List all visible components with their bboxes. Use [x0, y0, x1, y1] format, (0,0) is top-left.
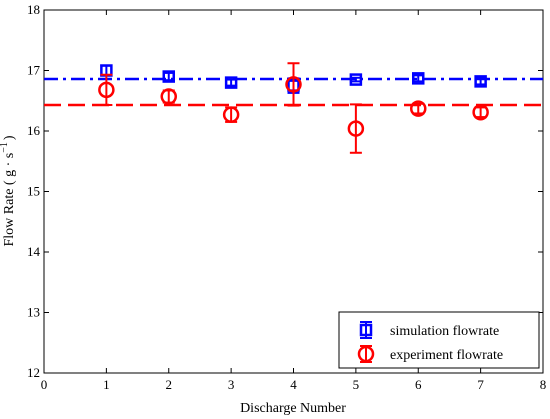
- legend-label: experiment flowrate: [390, 348, 503, 363]
- legend-label: simulation flowrate: [390, 324, 499, 339]
- x-axis-label: Discharge Number: [240, 401, 346, 416]
- legend-circle-marker: [357, 345, 375, 363]
- series-2-point: [285, 62, 302, 107]
- x-tick-label: 4: [290, 377, 297, 392]
- y-tick-label: 18: [27, 2, 40, 17]
- y-axis-label-exponent: −1: [0, 142, 10, 153]
- y-tick-label: 12: [27, 365, 40, 380]
- y-axis-label-close: ): [2, 135, 17, 140]
- series-1-square-marker: [224, 76, 238, 89]
- series-2-circle-marker: [98, 81, 115, 99]
- series-1-square-marker: [412, 72, 425, 85]
- series-2-circle-marker: [222, 106, 240, 123]
- x-tick-label: 1: [103, 377, 110, 392]
- y-tick-label: 13: [27, 305, 40, 320]
- legend: simulation flowrate experiment flowrate: [338, 311, 540, 369]
- series-1-point: [224, 76, 238, 89]
- series-2-circle-marker: [472, 103, 489, 121]
- y-axis-label-main: Flow Rate ( g · s: [2, 153, 17, 247]
- x-tick-label: 6: [415, 377, 422, 392]
- series-2-circle-marker: [160, 88, 177, 105]
- series-1-point: [162, 70, 175, 83]
- series-2-point: [410, 100, 427, 117]
- x-tick-label: 5: [353, 377, 360, 392]
- x-tick-label: 0: [41, 377, 48, 392]
- series-2-point: [347, 103, 365, 154]
- series-1-square-marker: [162, 70, 175, 83]
- series-1-point: [412, 72, 425, 85]
- y-tick-label: 16: [27, 123, 41, 138]
- series-2-circle-marker: [285, 76, 302, 93]
- series-2-point: [98, 73, 115, 106]
- series-1-square-marker: [349, 73, 363, 86]
- y-tick-label: 14: [27, 244, 41, 259]
- data-mark-layer: [98, 62, 489, 154]
- x-tick-label: 7: [477, 377, 484, 392]
- series-1-point: [349, 73, 363, 86]
- series-2-point: [472, 103, 489, 121]
- series-1-point: [474, 75, 487, 88]
- legend-square-marker: [359, 323, 373, 337]
- series-1-square-marker: [474, 75, 487, 88]
- series-2-circle-marker: [347, 120, 365, 137]
- series-2-point: [222, 106, 240, 123]
- x-tick-label: 8: [540, 377, 547, 392]
- y-axis-label: Flow Rate ( g · s−1): [0, 135, 17, 246]
- series-2-point: [160, 88, 177, 105]
- legend-entry-1: simulation flowrate: [359, 321, 499, 339]
- series-2-circle-marker: [410, 100, 427, 117]
- y-tick-label: 17: [27, 63, 41, 78]
- x-tick-label: 2: [166, 377, 173, 392]
- x-tick-label: 3: [228, 377, 235, 392]
- legend-entry-2: experiment flowrate: [357, 345, 503, 363]
- y-tick-label: 15: [27, 184, 40, 199]
